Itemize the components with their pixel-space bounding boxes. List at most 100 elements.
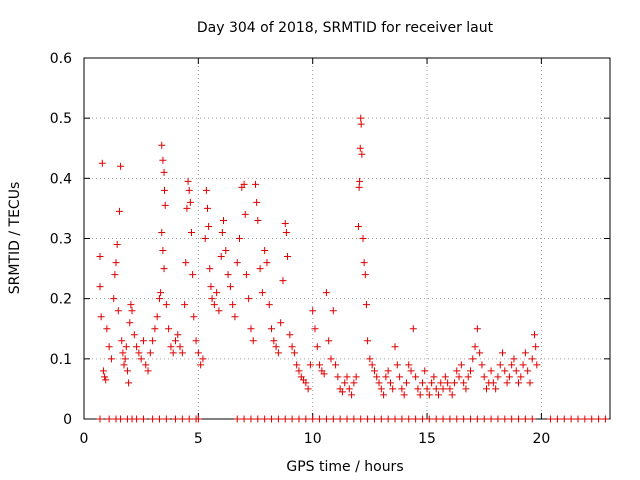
data-point — [105, 343, 113, 351]
data-point — [377, 415, 385, 423]
data-point — [357, 120, 365, 128]
x-tick-label: 20 — [532, 431, 550, 447]
data-point — [400, 391, 408, 399]
data-point — [99, 367, 107, 375]
data-point — [98, 159, 106, 167]
data-point — [165, 325, 173, 333]
y-tick-label: 0.6 — [50, 51, 72, 67]
data-point — [334, 373, 342, 381]
data-point — [487, 415, 495, 423]
data-point — [159, 156, 167, 164]
data-point — [457, 361, 465, 369]
data-point — [434, 391, 442, 399]
data-point — [332, 361, 340, 369]
data-point — [471, 343, 479, 351]
data-point — [430, 373, 438, 381]
data-point — [382, 373, 390, 381]
data-point — [343, 415, 351, 423]
data-point — [119, 349, 127, 357]
data-point — [510, 355, 518, 363]
data-point — [118, 337, 126, 345]
data-point — [398, 415, 406, 423]
data-point — [197, 361, 205, 369]
data-point — [126, 319, 134, 327]
data-point — [233, 259, 241, 267]
data-point — [96, 283, 104, 291]
data-point — [288, 415, 296, 423]
data-point — [313, 343, 321, 351]
data-point — [508, 361, 516, 369]
data-point — [356, 144, 364, 152]
data-point — [356, 177, 364, 185]
data-point — [466, 415, 474, 423]
data-point — [412, 373, 420, 381]
data-point — [174, 331, 182, 339]
data-point — [270, 337, 278, 345]
data-point — [499, 349, 507, 357]
data-point — [112, 259, 120, 267]
data-point — [327, 355, 335, 363]
data-point — [358, 150, 366, 158]
data-point — [252, 180, 260, 188]
data-point — [489, 379, 497, 387]
data-point — [421, 367, 429, 375]
data-point — [368, 361, 376, 369]
data-point — [341, 379, 349, 387]
data-point — [253, 198, 261, 206]
data-point — [412, 415, 420, 423]
data-point — [162, 301, 170, 309]
data-point — [309, 307, 317, 315]
data-point — [199, 355, 207, 363]
data-point — [391, 343, 399, 351]
data-point — [103, 325, 111, 333]
data-point — [508, 415, 516, 423]
data-point — [494, 415, 502, 423]
data-point — [194, 415, 202, 423]
data-point — [207, 283, 215, 291]
data-point — [128, 307, 136, 315]
data-point — [396, 373, 404, 381]
data-point — [144, 367, 152, 375]
data-point — [274, 415, 282, 423]
data-point — [208, 295, 216, 303]
data-point — [189, 271, 197, 279]
x-axis-label: GPS time / hours — [286, 459, 403, 475]
data-point — [127, 301, 135, 309]
x-tick-label: 10 — [304, 431, 322, 447]
data-point — [102, 376, 110, 384]
data-point — [117, 415, 125, 423]
data-point — [473, 415, 481, 423]
data-point — [169, 349, 177, 357]
data-point — [515, 415, 523, 423]
data-point — [158, 141, 166, 149]
data-point — [261, 247, 269, 255]
data-point — [265, 301, 273, 309]
data-point — [377, 385, 385, 393]
data-point — [464, 373, 472, 381]
data-point — [178, 415, 186, 423]
data-point — [462, 385, 470, 393]
data-point — [242, 271, 250, 279]
data-point — [521, 349, 529, 357]
data-point — [398, 385, 406, 393]
data-point — [322, 289, 330, 297]
data-point — [110, 295, 118, 303]
data-point — [161, 186, 169, 194]
data-point — [483, 385, 491, 393]
data-point — [487, 367, 495, 375]
data-point — [210, 301, 218, 309]
y-tick-label: 0.2 — [50, 292, 72, 308]
data-point — [362, 301, 370, 309]
data-point — [560, 415, 568, 423]
data-point — [531, 331, 539, 339]
data-point — [272, 343, 280, 351]
data-point — [268, 325, 276, 333]
data-point — [528, 415, 536, 423]
data-point — [268, 415, 276, 423]
data-point — [453, 367, 461, 375]
data-point — [247, 325, 255, 333]
data-point — [185, 186, 193, 194]
y-tick-label: 0.1 — [50, 352, 72, 368]
plot-area-frame — [83, 57, 611, 420]
data-point — [466, 367, 474, 375]
